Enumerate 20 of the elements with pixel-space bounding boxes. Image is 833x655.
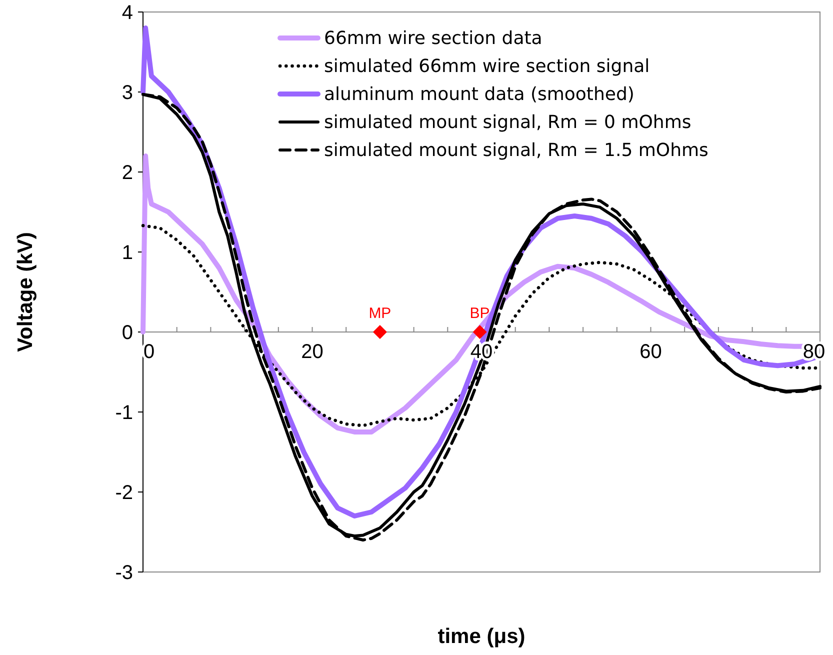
y-tick-label: 1 [122,242,133,264]
x-tick-label: 20 [301,341,324,363]
y-tick-label: -2 [115,482,133,504]
data-label: BP [470,305,490,322]
y-axis-title: Voltage (kV) [14,232,37,352]
legend-label: simulated mount signal, Rm = 1.5 mOhms [324,140,708,161]
x-tick-label: 0 [143,341,155,363]
y-tick-label: 3 [122,82,133,104]
legend-label: 66mm wire section data [324,28,542,49]
legend-label: simulated 66mm wire section signal [324,56,650,77]
x-tick-label: 60 [640,341,662,363]
y-tick-label: 0 [122,322,133,344]
y-tick-label: -3 [115,562,133,584]
y-tick-label: 2 [122,162,133,184]
legend-label: aluminum mount data (smoothed) [324,84,634,105]
data-label: MP [368,305,392,322]
legend-label: simulated mount signal, Rm = 0 mOhms [324,112,692,133]
y-tick-label: 4 [122,2,133,24]
x-axis-title: time (μs) [438,625,526,648]
y-tick-label: -1 [115,402,133,424]
